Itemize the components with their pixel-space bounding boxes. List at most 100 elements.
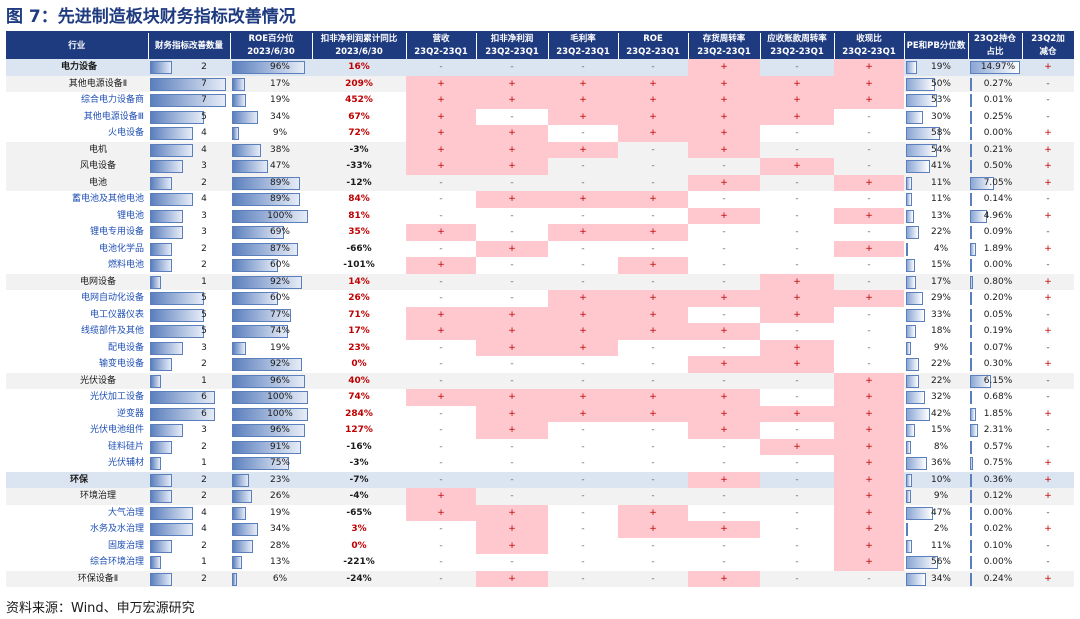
- signal-ar-turn: -: [760, 257, 834, 274]
- signal-revenue: -: [406, 339, 476, 356]
- signal-ar-turn-value: -: [795, 392, 799, 403]
- hold-change-cell-value: +: [1044, 62, 1052, 73]
- industry-cell-value: 其他电源设备Ⅲ: [83, 111, 144, 122]
- roe-pct-cell-value: 60%: [269, 293, 290, 304]
- hold-pct-bar: [970, 259, 972, 272]
- pe-pb-cell: 13%: [904, 207, 968, 224]
- pe-pb-bar: [906, 308, 926, 322]
- improve-count-cell: 1: [148, 455, 230, 472]
- improve-count-bar: [150, 160, 183, 173]
- hold-pct-bar: [970, 176, 994, 190]
- signal-cash-ratio-value: +: [865, 524, 873, 535]
- signal-inventory-turn-value: -: [722, 309, 726, 320]
- hold-change-cell: +: [1022, 455, 1074, 472]
- signal-roe-value: -: [651, 491, 655, 502]
- signal-cash-ratio: -: [834, 125, 904, 142]
- signal-np-adj: +: [476, 306, 548, 323]
- roe-pct-bar: [232, 473, 250, 487]
- hold-change-cell: -: [1022, 537, 1074, 554]
- pe-pb-bar: [906, 440, 911, 454]
- signal-gross-margin-value: -: [581, 491, 585, 502]
- industry-cell: 光伏辅材: [6, 455, 148, 472]
- industry-cell-value: 配电设备: [107, 342, 144, 353]
- signal-roe-value: +: [649, 507, 657, 518]
- signal-gross-margin: +: [548, 339, 618, 356]
- signal-ar-turn-value: +: [793, 78, 801, 89]
- np-yoy-cell-value: 40%: [348, 375, 370, 386]
- hold-pct-bar: [970, 77, 972, 91]
- roe-pct-cell: 34%: [230, 108, 312, 125]
- signal-cash-ratio-value: +: [865, 441, 873, 452]
- signal-gross-margin-value: -: [581, 359, 585, 370]
- pe-pb-cell-value: 32%: [930, 392, 951, 403]
- roe-pct-bar: [232, 424, 305, 437]
- hold-change-cell-value: -: [1046, 309, 1050, 320]
- hold-pct-cell: 2.31%: [968, 422, 1022, 439]
- signal-np-adj: -: [476, 290, 548, 307]
- improve-count-bar: [150, 209, 183, 223]
- pe-pb-bar: [906, 572, 926, 586]
- np-yoy-cell: -65%: [312, 504, 406, 521]
- signal-inventory-turn: -: [688, 537, 760, 554]
- industry-cell: 燃料电池: [6, 257, 148, 274]
- figure-title: 图 7：先进制造板块财务指标改善情况: [6, 7, 296, 27]
- signal-np-adj-value: -: [510, 474, 514, 485]
- signal-revenue: -: [406, 471, 476, 488]
- industry-cell: 硅料硅片: [6, 438, 148, 455]
- improve-count-cell-value: 5: [201, 111, 207, 122]
- roe-pct-bar: [232, 61, 305, 74]
- industry-cell: 逆变器: [6, 405, 148, 422]
- improve-count-bar: [150, 193, 194, 206]
- signal-roe: -: [618, 158, 688, 175]
- signal-gross-margin: -: [548, 356, 618, 373]
- hold-change-cell-value: -: [1046, 507, 1050, 518]
- roe-pct-cell: 34%: [230, 521, 312, 538]
- improve-count-cell: 2: [148, 257, 230, 274]
- signal-np-adj-value: +: [508, 408, 516, 419]
- signal-inventory-turn: -: [688, 372, 760, 389]
- industry-cell: 环境治理: [6, 488, 148, 505]
- hold-pct-cell: 1.89%: [968, 240, 1022, 257]
- signal-gross-margin: -: [548, 372, 618, 389]
- signal-inventory-turn-value: -: [722, 507, 726, 518]
- hold-pct-cell-value: 0.27%: [983, 78, 1013, 89]
- industry-cell: 电力设备: [6, 59, 148, 76]
- roe-pct-cell: 69%: [230, 224, 312, 241]
- roe-pct-cell-value: 9%: [272, 128, 288, 139]
- signal-inventory-turn: +: [688, 422, 760, 439]
- signal-cash-ratio: -: [834, 570, 904, 587]
- signal-gross-margin: -: [548, 273, 618, 290]
- signal-gross-margin-value: -: [581, 474, 585, 485]
- industry-cell-value: 电池化学品: [98, 243, 144, 254]
- signal-roe: -: [618, 174, 688, 191]
- improve-count-bar: [150, 539, 172, 553]
- pe-pb-bar: [906, 424, 915, 437]
- hold-change-cell-value: +: [1044, 491, 1052, 502]
- roe-pct-cell: 47%: [230, 158, 312, 175]
- hold-pct-bar: [970, 539, 972, 553]
- pe-pb-bar: [906, 490, 912, 503]
- signal-cash-ratio: -: [834, 356, 904, 373]
- signal-ar-turn-value: -: [795, 210, 799, 221]
- pe-pb-cell-value: 22%: [930, 375, 951, 386]
- pe-pb-cell: 41%: [904, 158, 968, 175]
- signal-revenue: -: [406, 59, 476, 76]
- signal-revenue-value: -: [439, 375, 443, 386]
- table-row: 综合电力设备商 7 19% 452% + + + + + + +53% 0.01% -: [6, 92, 1074, 109]
- signal-ar-turn: -: [760, 207, 834, 224]
- roe-pct-cell-value: 19%: [269, 95, 290, 106]
- signal-inventory-turn-value: -: [722, 557, 726, 568]
- signal-ar-turn: +: [760, 273, 834, 290]
- roe-pct-cell: 92%: [230, 356, 312, 373]
- signal-revenue-value: +: [437, 95, 445, 106]
- industry-cell: 电机: [6, 141, 148, 158]
- signal-revenue: -: [406, 273, 476, 290]
- hold-change-cell-value: -: [1046, 392, 1050, 403]
- signal-np-adj: -: [476, 554, 548, 571]
- signal-roe: -: [618, 356, 688, 373]
- signal-gross-margin: -: [548, 438, 618, 455]
- hold-pct-cell: 0.00%: [968, 125, 1022, 142]
- roe-pct-cell: 19%: [230, 504, 312, 521]
- hold-pct-cell: 0.05%: [968, 306, 1022, 323]
- hold-change-cell: -: [1022, 108, 1074, 125]
